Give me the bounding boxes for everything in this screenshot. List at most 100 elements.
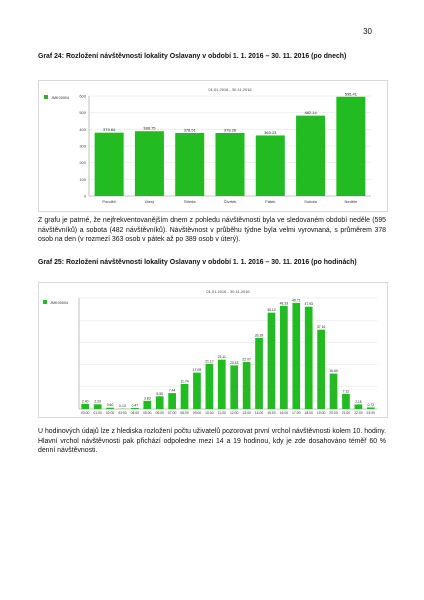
x-tick-label: 13:00 (242, 411, 251, 415)
x-tick-label: Pondělí (102, 199, 116, 204)
bar (292, 302, 301, 409)
x-tick-label: 19:00 (317, 411, 326, 415)
data-label: 0.13 (119, 404, 126, 408)
data-label: 23.11 (218, 355, 226, 359)
bar (180, 383, 189, 409)
paragraph-hourly: U hodinových údajů lze z hlediska rozlož… (38, 428, 386, 455)
data-label: 22.07 (242, 357, 251, 361)
data-label: 363.23 (264, 130, 277, 135)
data-label: 16.60 (329, 369, 338, 373)
data-label: 2.23 (94, 400, 101, 404)
x-tick-label: Pátek (265, 199, 275, 204)
bar (81, 403, 90, 409)
x-tick-label: 20:00 (329, 411, 338, 415)
data-label: 7.44 (169, 389, 176, 393)
x-tick-label: 00:00 (81, 411, 90, 415)
data-label: 21.17 (205, 359, 214, 363)
bar (329, 373, 338, 409)
bar (280, 305, 288, 409)
data-label: 45.14 (267, 308, 276, 312)
bar (342, 393, 350, 409)
bar (336, 96, 366, 196)
bar (255, 135, 285, 196)
bar (205, 363, 214, 409)
data-label: 5.95 (156, 392, 163, 396)
data-label: 378.26 (224, 127, 237, 132)
chart-daily: JMK00004 01.01.2016 - 30.11.2016 0 100 200 30… (38, 80, 388, 212)
page-number: 30 (363, 27, 372, 36)
chart-subtitle: 01.01.2016 - 30.11.2016 (208, 87, 252, 92)
chart-caption-hourly: Graf 25: Rozložení návštěvnosti lokality… (38, 259, 357, 266)
data-label: 2.15 (355, 400, 362, 404)
x-tick-label: 05:00 (143, 411, 152, 415)
x-tick-label: 02:00 (106, 411, 115, 415)
bar (217, 359, 226, 409)
chart-hourly: JMK00004 01.01.2016 - 30.11.2016 2.40 00:00… (38, 282, 388, 418)
x-tick-label: 12:00 (230, 411, 239, 415)
bar (255, 337, 263, 409)
legend-swatch (44, 95, 48, 99)
paragraph-daily: Z grafu je patrné, že nejfrekventovanějš… (38, 217, 386, 244)
data-label: 0.47 (132, 403, 139, 407)
bar (131, 407, 139, 409)
data-label: 482.14 (304, 110, 317, 115)
y-tick-label: 100 (79, 177, 86, 182)
bar (242, 361, 251, 409)
data-label: 47.93 (304, 302, 313, 306)
x-tick-label: 11:00 (218, 411, 226, 415)
bar (106, 407, 114, 409)
bar (267, 312, 276, 409)
x-tick-label: 04:00 (131, 411, 140, 415)
data-label: 11.74 (180, 379, 188, 383)
bar (193, 372, 201, 409)
x-tick-label: 06:00 (155, 411, 164, 415)
data-label: 20.43 (230, 361, 239, 365)
data-label: 33.28 (255, 333, 264, 337)
x-tick-label: 01:00 (93, 411, 102, 415)
data-label: 2.40 (82, 399, 89, 403)
x-tick-label: 09:00 (193, 411, 202, 415)
data-label: 595.41 (345, 91, 358, 96)
chart-hourly-svg: JMK00004 01.01.2016 - 30.11.2016 2.40 00:00… (43, 289, 377, 415)
legend-swatch (43, 300, 47, 304)
legend-label: JMK00004 (50, 301, 68, 305)
chart-daily-svg: JMK00004 01.01.2016 - 30.11.2016 0 100 200 30… (44, 87, 371, 204)
x-tick-label: Čtvrtek (224, 199, 237, 204)
x-tick-label: 03:00 (118, 411, 127, 415)
x-tick-label: 08:00 (180, 411, 189, 415)
bar (366, 407, 375, 409)
bar (175, 132, 205, 196)
data-label: 48.33 (280, 301, 289, 305)
data-label: 17.05 (193, 368, 202, 372)
x-tick-label: 14:00 (255, 411, 264, 415)
data-label: 49.71 (292, 298, 301, 302)
data-label: 3.83 (144, 396, 151, 400)
bar (134, 131, 164, 196)
bar (215, 132, 245, 196)
x-tick-label: 07:00 (168, 411, 177, 415)
bar (230, 365, 239, 409)
x-tick-label: Úterý (145, 199, 155, 204)
bar (143, 400, 152, 409)
y-tick-label: 400 (79, 127, 86, 132)
x-tick-label: 18:00 (304, 411, 313, 415)
data-label: 388.75 (143, 126, 156, 131)
y-tick-label: 200 (79, 160, 86, 165)
data-label: 379.84 (103, 127, 116, 132)
data-label: 37.16 (317, 325, 326, 329)
chart-caption-daily: Graf 24: Rozložení návštěvnosti lokality… (38, 53, 347, 60)
data-label: 7.12 (343, 389, 350, 393)
bar (168, 393, 176, 409)
data-label: 0.60 (107, 403, 114, 407)
y-tick-label: 500 (79, 110, 86, 115)
x-tick-label: 23:00 (367, 411, 376, 415)
bar (304, 306, 313, 409)
bar (93, 404, 102, 409)
x-tick-label: Středa (184, 199, 197, 204)
y-tick-label: 0 (84, 194, 87, 199)
x-tick-label: 21:00 (342, 411, 351, 415)
bar (155, 396, 164, 409)
x-tick-label: 22:00 (354, 411, 363, 415)
x-tick-label: 16:00 (280, 411, 289, 415)
bar (94, 132, 124, 196)
